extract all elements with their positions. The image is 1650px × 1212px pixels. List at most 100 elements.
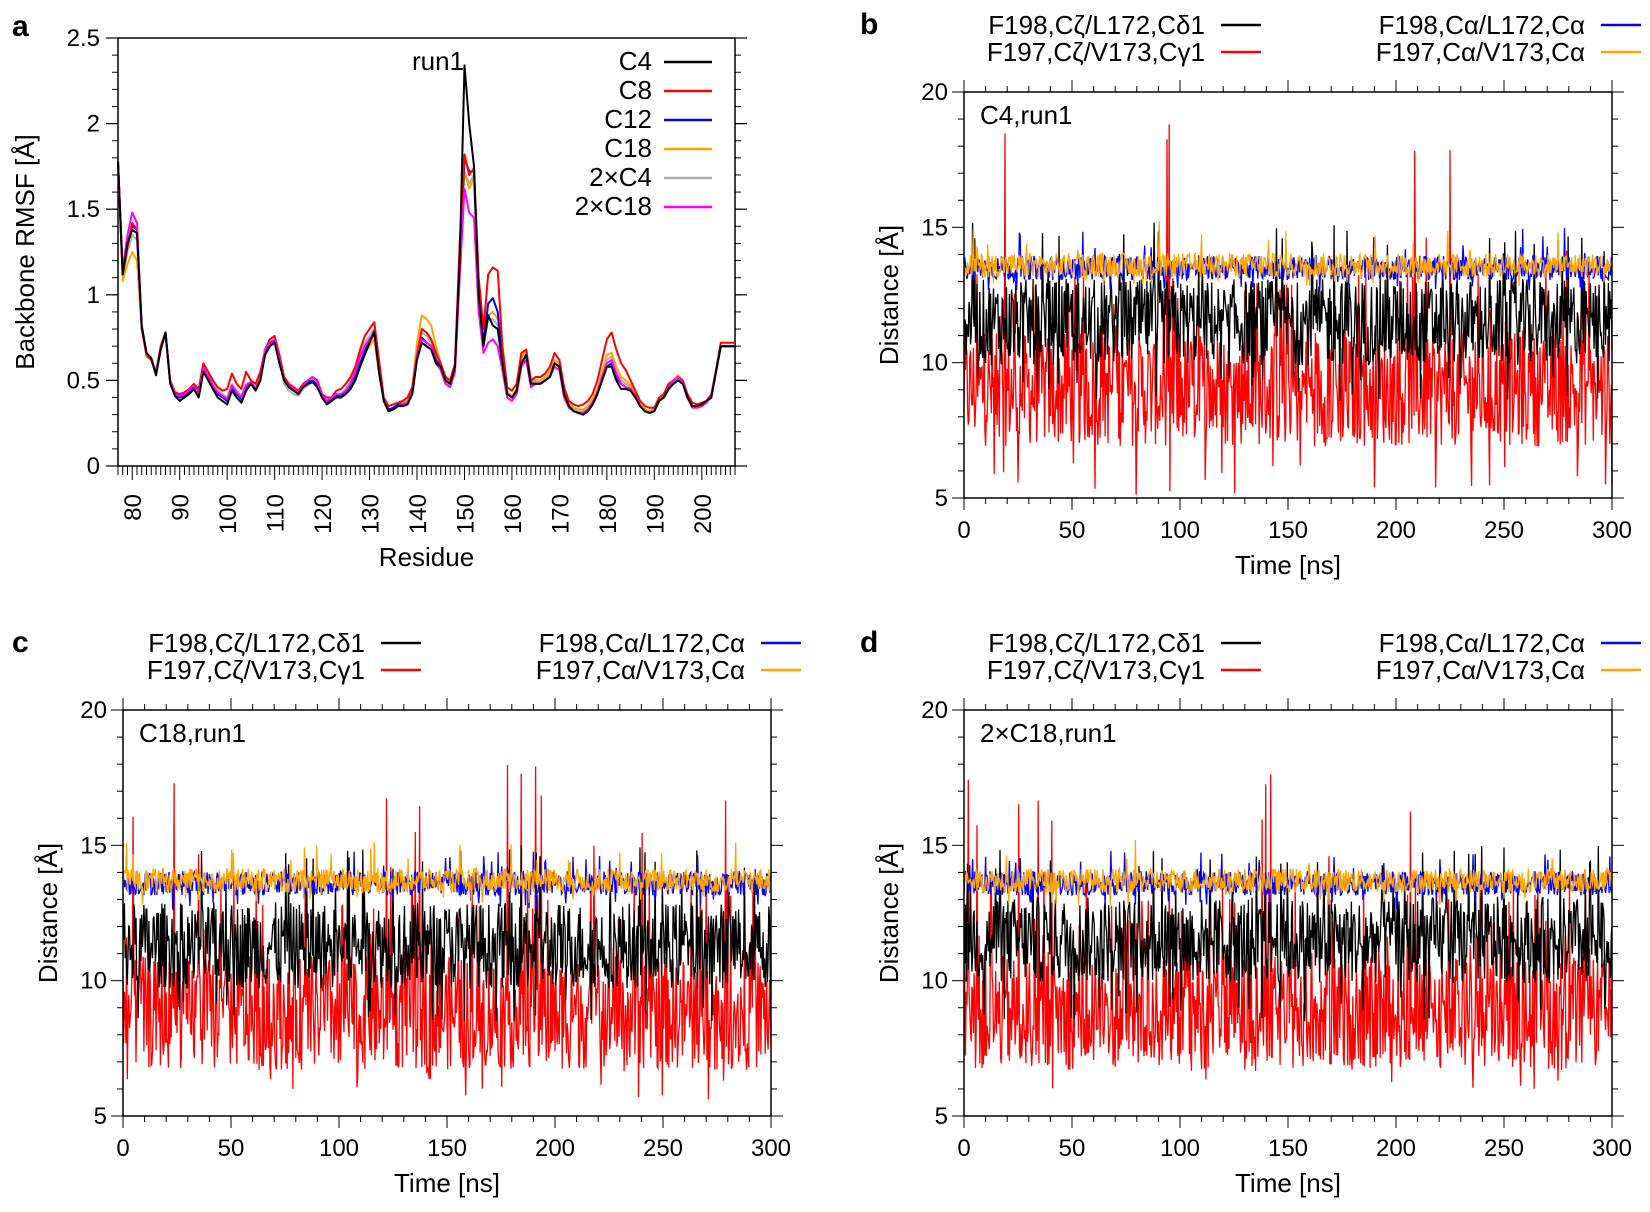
series-trace-F198,Cα/L172,Cα <box>963 228 1613 292</box>
series-trace-F198,Cζ/L172,Cδ1 <box>963 222 1613 401</box>
x-tick-label: 110 <box>263 494 290 532</box>
x-tick-label: 150 <box>1268 517 1308 544</box>
series-trace-F198,Cζ/L172,Cδ1 <box>122 845 772 1022</box>
x-tick-label: 120 <box>310 494 337 534</box>
x-tick-label: 200 <box>535 1135 575 1162</box>
legend-label: F197,Cα/V173,Cα <box>1376 655 1585 685</box>
x-tick-label: 100 <box>319 1135 359 1162</box>
legend-label: F198,Cζ/L172,Cδ1 <box>988 628 1205 658</box>
x-tick-label: 250 <box>1484 1135 1524 1162</box>
series-trace-F197,Cα/V173,Cα <box>122 842 772 905</box>
x-tick-label: 50 <box>1059 1135 1086 1162</box>
y-tick-label: 0.5 <box>67 367 100 394</box>
y-tick-label: 2 <box>87 111 100 138</box>
panel-label-c: c <box>12 626 29 659</box>
x-tick-label: 0 <box>116 1135 129 1162</box>
y-tick-label: 5 <box>94 1103 107 1130</box>
y-axis-label: Distance [Å] <box>874 225 904 365</box>
y-axis-label: Distance [Å] <box>874 843 904 983</box>
y-tick-label: 20 <box>921 697 948 724</box>
legend-label: C18 <box>604 133 652 163</box>
panel-d-distance-chart: 0 50 100 150 200 250 300 5 10 15 20 Time [ns] Distan… <box>874 628 1641 1198</box>
legend-label: C12 <box>604 104 652 134</box>
legend-label: F198,Cζ/L172,Cδ1 <box>148 628 365 658</box>
y-tick-label: 10 <box>921 350 948 377</box>
legend-label: C4 <box>619 46 652 76</box>
y-tick-label: 15 <box>921 214 948 241</box>
x-tick-label: 50 <box>1059 517 1086 544</box>
x-tick-label: 250 <box>1484 517 1524 544</box>
x-tick-label: 100 <box>1160 1135 1200 1162</box>
legend-label: F197,Cα/V173,Cα <box>1376 37 1585 67</box>
annotation-label: 2×C18,run1 <box>980 718 1117 748</box>
x-tick-label: 130 <box>358 494 385 534</box>
x-tick-label: 90 <box>168 494 195 521</box>
panel-label-d: d <box>860 626 878 659</box>
y-tick-label: 10 <box>921 968 948 995</box>
x-tick-label: 80 <box>120 494 147 521</box>
x-axis-label: Residue <box>379 542 474 572</box>
x-axis-label: Time [ns] <box>1235 1168 1341 1198</box>
y-tick-label: 1 <box>87 282 100 309</box>
y-tick-label: 5 <box>935 1103 948 1130</box>
y-tick-label: 20 <box>921 79 948 106</box>
annotation-label: C18,run1 <box>139 718 246 748</box>
y-tick-label: 1.5 <box>67 196 100 223</box>
series-line-C4 <box>117 64 735 416</box>
legend-label: F197,Cα/V173,Cα <box>536 655 745 685</box>
x-tick-label: 100 <box>215 494 242 534</box>
x-tick-label: 150 <box>1268 1135 1308 1162</box>
panel-a-rmsf-chart: 80 90 100 110 120 130 140 150 160 170 180 190 200 0 0.… <box>10 25 747 572</box>
x-tick-label: 190 <box>642 494 669 534</box>
panel-b-distance-chart: 0 50 100 150 200 250 300 5 10 15 20 Time [ns] Distan… <box>874 10 1641 580</box>
y-axis-label: Distance [Å] <box>33 843 63 983</box>
x-tick-label: 140 <box>405 494 432 534</box>
legend-label: F198,Cα/L172,Cα <box>539 628 745 658</box>
x-tick-label: 50 <box>218 1135 245 1162</box>
y-tick-label: 15 <box>80 832 107 859</box>
x-tick-label: 200 <box>690 494 717 534</box>
legend-label: 2×C18 <box>575 191 652 221</box>
legend-label: 2×C4 <box>589 162 652 192</box>
annotation-label: C4,run1 <box>980 100 1073 130</box>
x-tick-label: 150 <box>427 1135 467 1162</box>
x-tick-label: 100 <box>1160 517 1200 544</box>
y-tick-label: 10 <box>80 968 107 995</box>
y-axis-label: Backbone RMSF [Å] <box>10 134 40 370</box>
x-tick-label: 200 <box>1376 1135 1416 1162</box>
x-tick-label: 180 <box>595 494 622 534</box>
x-tick-label: 300 <box>1592 1135 1632 1162</box>
x-axis-label: Time [ns] <box>394 1168 500 1198</box>
x-tick-label: 300 <box>751 1135 791 1162</box>
annotation-run1: run1 <box>412 46 464 76</box>
legend-label: F197,Cζ/V173,Cγ1 <box>987 37 1205 67</box>
panel-label-b: b <box>860 8 878 41</box>
legend-label: C8 <box>619 75 652 105</box>
x-tick-label: 250 <box>643 1135 683 1162</box>
x-tick-label: 170 <box>547 494 574 534</box>
panel-label-a: a <box>12 10 29 43</box>
y-tick-label: 5 <box>935 485 948 512</box>
series-trace-F198,Cα/L172,Cα <box>122 850 772 911</box>
legend-label: F197,Cζ/V173,Cγ1 <box>987 655 1205 685</box>
y-tick-label: 0 <box>87 453 100 480</box>
panel-c-distance-chart: 0 50 100 150 200 250 300 5 10 15 20 Time [ns] Distan… <box>33 628 801 1198</box>
series-trace-F197,Cα/V173,Cα <box>963 839 1613 905</box>
y-tick-label: 15 <box>921 832 948 859</box>
legend-label: F198,Cζ/L172,Cδ1 <box>988 10 1205 40</box>
x-axis-label: Time [ns] <box>1235 550 1341 580</box>
y-tick-label: 20 <box>80 697 107 724</box>
series-line-C8 <box>117 153 735 409</box>
x-tick-label: 0 <box>957 1135 970 1162</box>
y-tick-label: 2.5 <box>67 25 100 52</box>
x-tick-label: 300 <box>1592 517 1632 544</box>
x-tick-label: 150 <box>452 494 479 534</box>
series-trace-F197,Cζ/V173,Cγ1 <box>122 764 772 1100</box>
legend-label: F198,Cα/L172,Cα <box>1379 628 1585 658</box>
series-trace-F198,Cζ/L172,Cδ1 <box>963 845 1613 1022</box>
legend-label: F198,Cα/L172,Cα <box>1379 10 1585 40</box>
x-tick-label: 200 <box>1376 517 1416 544</box>
x-tick-label: 160 <box>500 494 527 534</box>
legend-label: F197,Cζ/V173,Cγ1 <box>147 655 365 685</box>
